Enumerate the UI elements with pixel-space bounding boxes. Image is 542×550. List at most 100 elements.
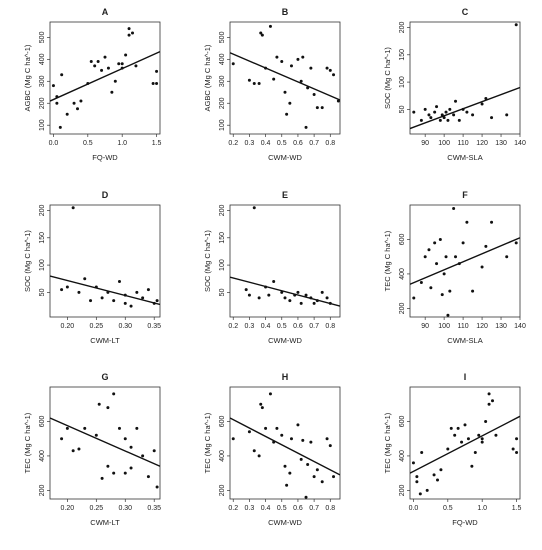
data-point xyxy=(288,101,292,105)
x-tick-label: 110 xyxy=(458,323,469,330)
data-point xyxy=(449,426,453,430)
data-point xyxy=(471,113,475,117)
data-point xyxy=(51,84,55,88)
y-tick-label: 300 xyxy=(39,75,46,87)
x-tick-label: 110 xyxy=(458,140,469,147)
data-point xyxy=(283,90,287,94)
data-point xyxy=(106,464,110,468)
data-point xyxy=(135,426,139,430)
x-tick-label: 0.30 xyxy=(118,323,132,330)
plot-marks xyxy=(410,23,520,130)
data-point xyxy=(435,262,439,266)
x-tick-label: 0.5 xyxy=(277,323,287,330)
data-point xyxy=(505,113,509,117)
data-point xyxy=(141,296,145,300)
data-point xyxy=(120,62,124,66)
x-tick-label: 0.4 xyxy=(261,140,271,147)
x-tick-label: 0.7 xyxy=(309,505,319,512)
panel-title: I xyxy=(464,372,467,382)
data-point xyxy=(124,53,128,57)
x-tick-label: 90 xyxy=(421,323,429,330)
data-point xyxy=(141,454,145,458)
plot-frame xyxy=(409,204,521,318)
x-axis-label: CWM-WD xyxy=(268,518,302,527)
y-tick-label: 200 xyxy=(219,97,226,109)
data-point xyxy=(79,99,83,103)
plot-marks xyxy=(50,392,160,489)
data-point xyxy=(320,480,324,484)
data-point xyxy=(94,433,98,437)
data-point xyxy=(257,454,261,458)
plot-marks xyxy=(50,206,160,308)
data-point xyxy=(129,466,133,470)
y-tick-label: 500 xyxy=(39,31,46,43)
data-point xyxy=(514,23,518,27)
data-point xyxy=(152,449,156,453)
data-point xyxy=(72,101,76,105)
data-point xyxy=(480,102,484,106)
y-tick-label: 600 xyxy=(399,416,406,428)
data-point xyxy=(435,105,439,109)
plot-marks xyxy=(230,206,340,307)
x-tick-label: 0.2 xyxy=(228,505,238,512)
data-point xyxy=(100,476,104,480)
data-point xyxy=(272,440,276,444)
data-point xyxy=(264,66,268,70)
data-point xyxy=(460,440,464,444)
x-tick-label: 0.0 xyxy=(409,505,419,512)
data-point xyxy=(76,107,79,111)
x-tick-label: 0.30 xyxy=(118,505,132,512)
panel-title: B xyxy=(282,7,289,17)
plot-frame xyxy=(229,204,341,318)
data-point xyxy=(155,69,159,73)
plot-marks xyxy=(230,392,340,499)
trend-line xyxy=(410,86,520,130)
data-point xyxy=(480,437,484,441)
data-point xyxy=(252,81,256,85)
data-point xyxy=(97,402,101,406)
data-point xyxy=(110,90,114,94)
data-point xyxy=(260,406,264,410)
y-axis-label: AGBC (Mg C ha^-1) xyxy=(203,44,212,111)
trend-line xyxy=(50,275,160,306)
data-point xyxy=(436,478,439,482)
panel-title: F xyxy=(462,190,468,200)
y-axis-label: SOC (Mg C ha^-1) xyxy=(383,47,392,109)
x-tick-label: 0.8 xyxy=(325,140,335,147)
x-tick-label: 100 xyxy=(438,140,450,147)
data-point xyxy=(448,107,452,111)
x-axis-label: CWM-WD xyxy=(268,336,302,345)
data-point xyxy=(264,285,268,289)
y-tick-label: 400 xyxy=(219,53,226,65)
data-point xyxy=(60,437,64,441)
data-point xyxy=(247,430,251,434)
trend-line xyxy=(230,52,340,101)
data-point xyxy=(446,447,450,451)
data-point xyxy=(415,480,419,484)
data-point xyxy=(77,447,81,451)
data-point xyxy=(515,450,519,454)
data-point xyxy=(60,73,64,77)
data-point xyxy=(315,468,319,472)
x-tick-label: 140 xyxy=(514,140,526,147)
data-point xyxy=(477,433,481,437)
x-tick-label: 0.5 xyxy=(443,505,453,512)
data-point xyxy=(135,290,139,294)
data-point xyxy=(275,55,279,59)
x-tick-label: 0.25 xyxy=(90,505,104,512)
data-point xyxy=(257,81,261,85)
data-point xyxy=(306,86,310,90)
data-point xyxy=(456,426,460,430)
x-tick-label: 0.6 xyxy=(293,140,303,147)
data-point xyxy=(146,475,150,479)
data-point xyxy=(336,99,340,103)
y-tick-label: 100 xyxy=(219,119,226,131)
data-point xyxy=(272,77,276,81)
data-point xyxy=(490,220,494,224)
data-point xyxy=(120,66,124,70)
data-point xyxy=(473,450,477,454)
y-axis-label: SOC (Mg C ha^-1) xyxy=(23,230,32,292)
data-point xyxy=(312,301,316,305)
scatter-panel: A 0.0 0.5 1.0 1.5 100 200 300 400 500 FQ-WD AGBC (M… xyxy=(23,7,162,162)
data-point xyxy=(448,289,452,293)
